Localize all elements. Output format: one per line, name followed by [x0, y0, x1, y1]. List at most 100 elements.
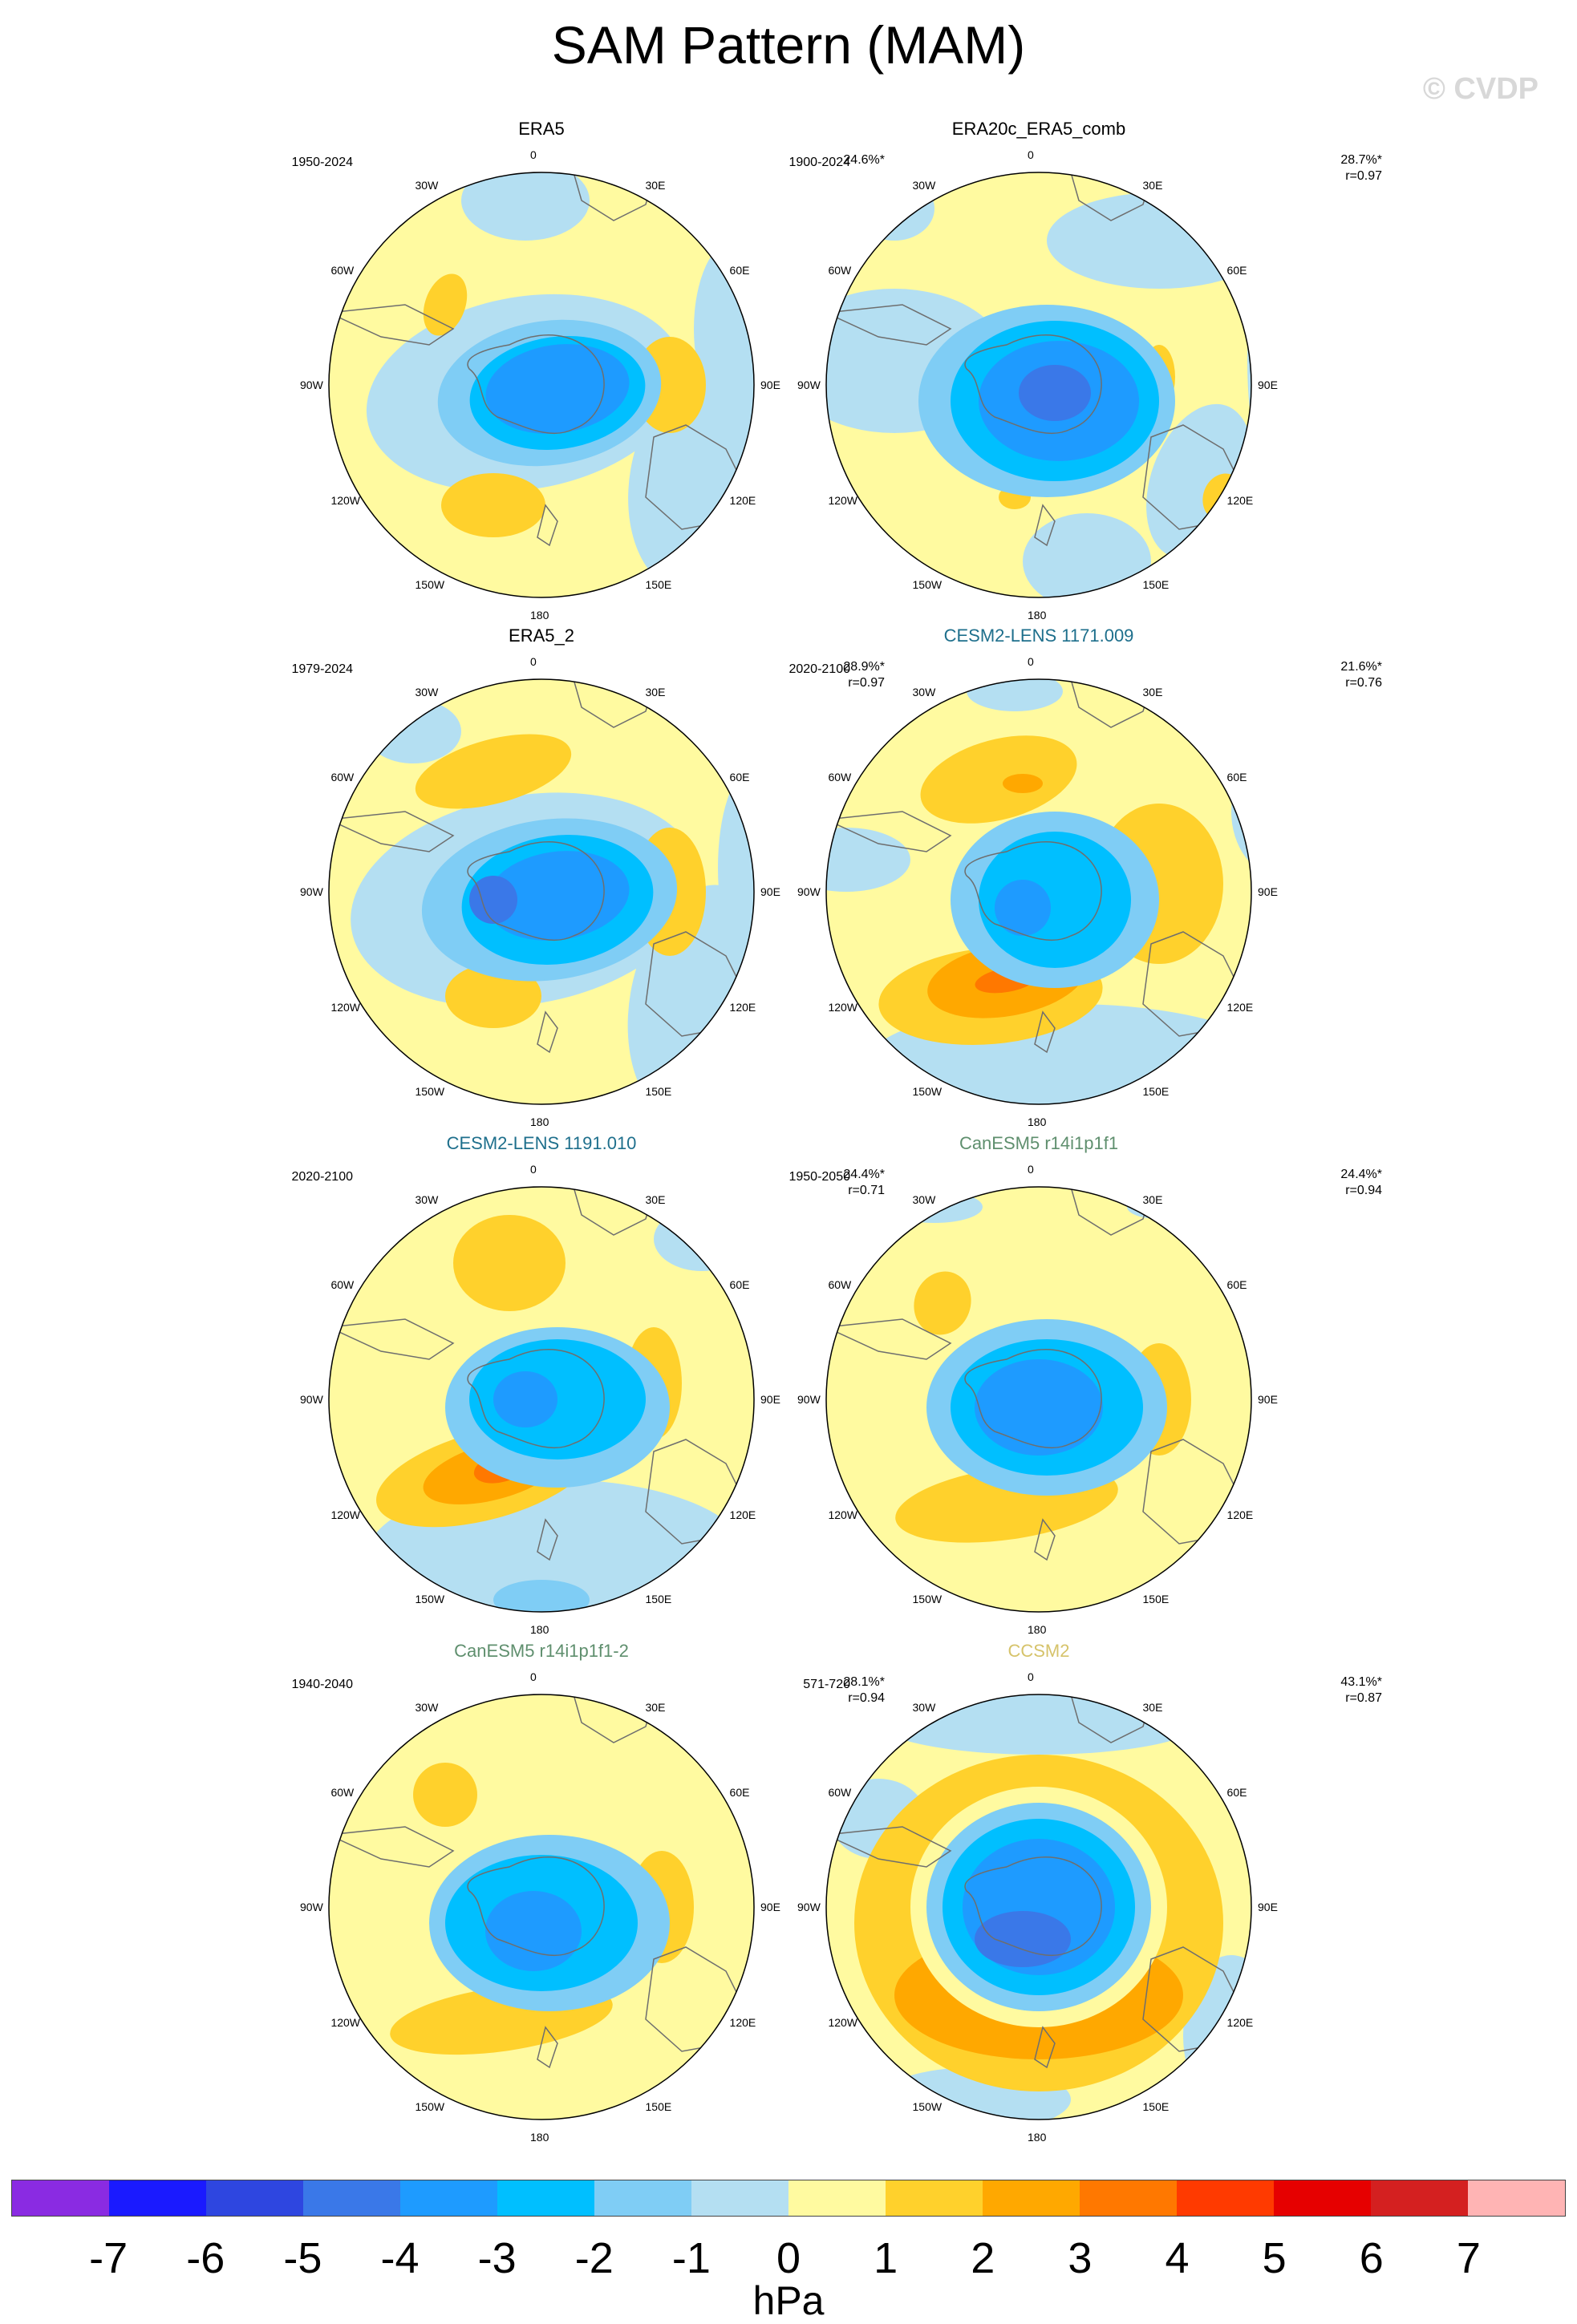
pattern-correlation: r=0.71: [848, 1184, 885, 1197]
colorbar-swatch: [206, 2180, 303, 2216]
map-panel-ccsm2: CCSM2 571-720 43.1%* r=0.87 0 30E 60E 90E 120E 15…: [638, 1641, 1440, 2156]
map-boundary: [328, 172, 755, 598]
anomaly-contour: [469, 876, 517, 924]
map-panel-era20c: ERA20c_ERA5_comb 1900-2024 28.7%* r=0.97 0 30…: [638, 119, 1440, 634]
explained-variance: 43.1%*: [1340, 1675, 1382, 1689]
longitude-label: 30E: [645, 686, 666, 699]
south-america-outline: [826, 811, 952, 852]
longitude-label: 120W: [330, 1000, 361, 1014]
colorbar-swatch: [886, 2180, 983, 2216]
panel-title: ERA5_2: [509, 626, 574, 646]
panel-stats: 24.6%*: [814, 152, 885, 168]
map-panel-era5_2: ERA5_2 1979-2024 28.9%* r=0.97 0 30E 60E 90E 120…: [140, 626, 943, 1140]
map-panel-canesm5: CanESM5 r14i1p1f1 1950-2050 24.4%* r=0.94 0 3…: [638, 1133, 1440, 1648]
anomaly-contour: [453, 1215, 566, 1311]
longitude-label: 60W: [828, 770, 852, 783]
longitude-label: 0: [530, 1670, 537, 1683]
pattern-correlation: r=0.97: [1345, 169, 1382, 183]
anomaly-contour: [1247, 233, 1251, 489]
longitude-label: 180: [530, 609, 549, 621]
longitude-label: 120E: [729, 493, 756, 507]
anomaly-contour: [878, 1694, 1199, 1755]
south-america-outline: [329, 811, 455, 852]
longitude-label: 30W: [912, 686, 936, 699]
polar-map: [825, 1694, 1252, 2120]
colorbar-tick-label: -3: [477, 2234, 517, 2282]
anomaly-contour: [441, 473, 545, 537]
longitude-label: 150W: [415, 1084, 445, 1098]
anomaly-contour: [826, 828, 910, 892]
colorbar-tick-label: 2: [971, 2234, 995, 2282]
anomaly-contour: [967, 679, 1063, 711]
new-zealand-outline: [1034, 1010, 1056, 1054]
anomaly-contour: [694, 241, 754, 417]
figure-title: SAM Pattern (MAM): [551, 15, 1026, 75]
south-america-outline: [826, 304, 952, 346]
map-panel-canesm5_2: CanESM5 r14i1p1f1-2 1940-2040 28.1%* r=0.94…: [140, 1641, 943, 2156]
map-boundary: [825, 1186, 1252, 1613]
longitude-label: 120E: [1226, 2015, 1254, 2029]
antarctica-outline: [467, 1349, 605, 1449]
anomaly-contour: [493, 1580, 590, 1612]
colorbar-tick-label: 1: [874, 2234, 898, 2282]
longitude-label: 150W: [912, 1084, 943, 1098]
longitude-label: 30W: [912, 179, 936, 192]
colorbar-swatch: [400, 2180, 497, 2216]
longitude-label: 60W: [828, 1277, 852, 1291]
longitude-label: 60W: [828, 263, 852, 277]
south-america-outline: [329, 1826, 455, 1868]
longitude-label: 0: [1028, 1670, 1034, 1683]
anomaly-contour: [423, 273, 468, 336]
anomaly-contour: [1023, 513, 1151, 597]
longitude-label: 90W: [797, 885, 821, 898]
panel-period: 1950-2050: [788, 1170, 850, 1184]
new-zealand-outline: [1034, 2026, 1056, 2069]
explained-variance: 28.9%*: [843, 660, 885, 674]
longitude-label: 150W: [415, 577, 445, 591]
longitude-label: 150E: [1142, 1084, 1170, 1098]
colorbar-swatch: [594, 2180, 691, 2216]
longitude-label: 90E: [1258, 379, 1278, 391]
new-zealand-outline: [537, 1518, 558, 1561]
longitude-label: 60W: [828, 1785, 852, 1799]
longitude-label: 90E: [760, 379, 780, 391]
longitude-label: 90E: [760, 1393, 780, 1406]
longitude-label: 120E: [729, 1000, 756, 1014]
panel-stats: 28.9%* r=0.97: [814, 659, 885, 691]
anomaly-contour: [914, 1271, 971, 1335]
longitude-label: 150E: [645, 1592, 672, 1605]
colorbar: [11, 2180, 1566, 2217]
colorbar-swatch: [1371, 2180, 1468, 2216]
colorbar-tick-label: 0: [776, 2234, 801, 2282]
pattern-correlation: r=0.94: [848, 1691, 885, 1705]
explained-variance: 24.4%*: [1340, 1168, 1382, 1181]
colorbar-swatch: [497, 2180, 594, 2216]
panel-period: 571-720: [803, 1678, 850, 1691]
colorbar-swatch: [109, 2180, 206, 2216]
anomaly-contour: [485, 344, 630, 434]
longitude-label: 150W: [912, 1592, 943, 1605]
map-boundary: [328, 1694, 755, 2120]
colorbar-swatch: [691, 2180, 788, 2216]
south-america-outline: [826, 1318, 952, 1360]
longitude-label: 150E: [1142, 2099, 1170, 2113]
panel-title: CESM2-LENS 1171.009: [943, 626, 1134, 646]
new-zealand-outline: [1034, 504, 1056, 547]
longitude-label: 150E: [645, 1084, 672, 1098]
anomaly-contour: [485, 1891, 582, 1971]
antarctica-outline: [964, 1349, 1102, 1449]
longitude-label: 180: [1028, 609, 1047, 621]
explained-variance: 28.7%*: [1340, 153, 1382, 167]
anomaly-contour: [415, 734, 572, 809]
longitude-label: 0: [1028, 1163, 1034, 1176]
longitude-label: 150W: [912, 2099, 943, 2113]
longitude-label: 90E: [760, 1901, 780, 1913]
map-panel-cesm2_1191: CESM2-LENS 1191.010 2020-2100 24.4%* r=0.71…: [140, 1133, 943, 1648]
colorbar-swatch: [1274, 2180, 1371, 2216]
panel-stats: 28.7%* r=0.97: [1311, 152, 1382, 184]
longitude-label: 30W: [912, 1701, 936, 1715]
panel-stats: 24.4%* r=0.94: [1311, 1167, 1382, 1199]
longitude-label: 180: [530, 1115, 549, 1128]
longitude-label: 60E: [729, 1785, 750, 1799]
polar-map: [328, 1186, 755, 1613]
